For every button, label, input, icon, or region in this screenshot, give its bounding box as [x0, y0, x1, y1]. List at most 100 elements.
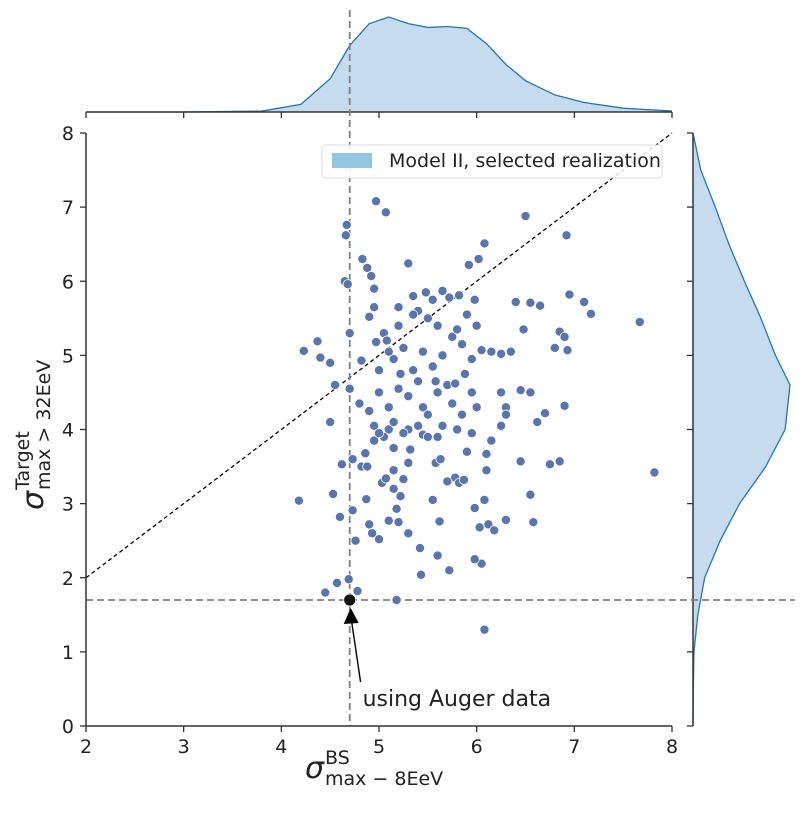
point	[403, 258, 414, 269]
point	[383, 424, 394, 435]
point	[432, 387, 443, 398]
point	[398, 342, 409, 353]
point	[432, 431, 443, 442]
point	[393, 302, 404, 313]
point	[395, 368, 406, 379]
point	[469, 294, 480, 305]
point	[361, 494, 372, 505]
point	[528, 517, 539, 528]
point	[393, 517, 404, 528]
point	[500, 409, 511, 420]
point	[369, 435, 380, 446]
point	[437, 350, 448, 361]
point	[357, 254, 368, 265]
right-density	[693, 133, 790, 726]
point	[398, 474, 409, 485]
point	[364, 519, 375, 530]
point	[334, 511, 345, 522]
point	[336, 459, 347, 470]
point	[367, 528, 378, 539]
point	[340, 230, 351, 241]
point	[360, 448, 371, 459]
point	[554, 456, 565, 467]
observed-point	[343, 593, 357, 607]
x-tick-label: 4	[275, 736, 287, 758]
top-density	[86, 17, 672, 112]
point	[544, 459, 555, 470]
point	[343, 574, 354, 585]
point	[461, 446, 472, 457]
point	[380, 207, 391, 218]
point	[561, 230, 572, 241]
point	[481, 465, 492, 476]
point	[413, 420, 424, 431]
point	[427, 294, 438, 305]
x-tick-label: 5	[373, 736, 385, 758]
point	[427, 361, 438, 372]
point	[435, 454, 446, 465]
point	[474, 522, 485, 533]
point	[371, 196, 382, 207]
point	[437, 420, 448, 431]
point	[408, 309, 419, 320]
point	[393, 383, 404, 394]
point	[434, 516, 445, 527]
point	[417, 346, 428, 357]
point	[458, 474, 469, 485]
point	[373, 428, 384, 439]
point	[459, 368, 470, 379]
point	[293, 495, 304, 506]
point	[362, 262, 373, 273]
axis-sub: max − 8EeV	[325, 768, 443, 790]
annotation: using Auger data	[363, 687, 552, 712]
point	[415, 543, 426, 554]
top-density-line	[86, 16, 673, 113]
point	[369, 283, 380, 294]
y-tick-label: 0	[62, 716, 74, 738]
point	[649, 467, 660, 478]
x-tick-label: 7	[568, 736, 580, 758]
point	[408, 365, 419, 376]
point	[515, 385, 526, 396]
arrow-head	[343, 607, 359, 624]
legend-box	[321, 144, 663, 179]
point	[518, 324, 529, 335]
point	[320, 587, 331, 598]
point	[422, 431, 433, 442]
point	[447, 331, 458, 342]
point	[432, 550, 443, 561]
point	[540, 408, 551, 419]
point	[393, 320, 404, 331]
point	[476, 345, 487, 356]
point	[479, 238, 490, 249]
y-tick-label: 8	[62, 123, 74, 145]
point	[525, 387, 536, 398]
point	[364, 311, 375, 322]
point	[454, 290, 465, 301]
point	[395, 491, 406, 502]
point	[388, 443, 399, 454]
point	[466, 354, 477, 365]
identity-line	[85, 132, 673, 579]
point	[388, 354, 399, 365]
axis-symbol: σ	[305, 751, 325, 786]
point	[427, 494, 438, 505]
point	[369, 302, 380, 313]
point	[562, 345, 573, 356]
point	[325, 417, 336, 428]
point	[452, 324, 463, 335]
point	[342, 279, 353, 290]
point	[362, 461, 373, 472]
point	[466, 428, 477, 439]
point	[471, 402, 482, 413]
point	[457, 409, 468, 420]
point	[405, 444, 416, 455]
point	[549, 342, 560, 353]
point	[417, 402, 428, 413]
point	[432, 320, 443, 331]
y-tick-label: 3	[62, 494, 74, 516]
y-tick-label: 5	[62, 345, 74, 367]
point	[469, 554, 480, 565]
point	[473, 254, 484, 265]
